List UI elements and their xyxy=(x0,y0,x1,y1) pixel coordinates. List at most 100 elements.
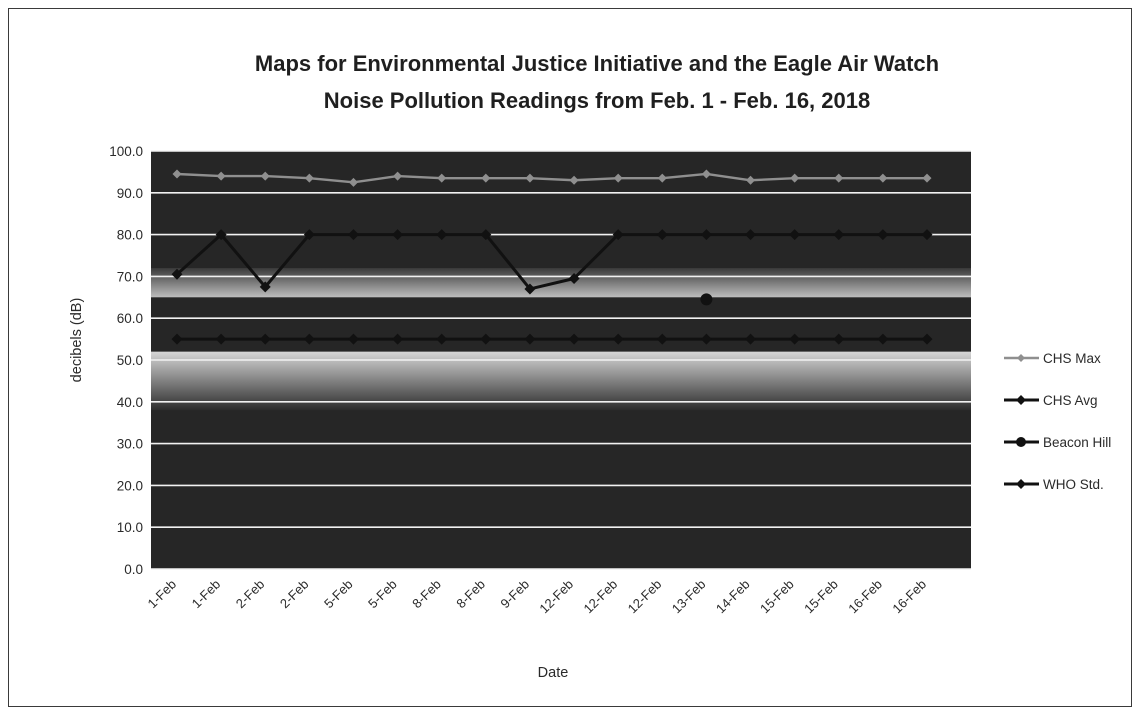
data-point xyxy=(481,173,491,183)
y-tick-label: 20.0 xyxy=(117,478,143,493)
data-point xyxy=(304,173,314,183)
y-tick-label: 70.0 xyxy=(117,269,143,284)
data-point xyxy=(215,333,227,345)
data-point xyxy=(171,268,183,280)
data-point xyxy=(922,173,932,183)
x-tick-label: 1-Feb xyxy=(144,577,179,612)
legend-label: WHO Std. xyxy=(1043,477,1104,492)
data-point xyxy=(701,169,711,179)
data-point xyxy=(789,229,801,241)
y-tick-label: 10.0 xyxy=(117,520,143,535)
y-tick-label: 30.0 xyxy=(117,437,143,452)
data-point xyxy=(700,333,712,345)
legend-item: WHO Std. xyxy=(1004,477,1104,492)
x-tick-label: 2-Feb xyxy=(277,577,312,612)
legend-swatch-marker xyxy=(1017,354,1025,362)
plot-band-lower xyxy=(151,351,971,411)
data-point xyxy=(259,281,271,293)
series-line-segment xyxy=(265,174,310,180)
chart-title-line: Maps for Environmental Justice Initiativ… xyxy=(255,51,939,76)
y-tick-label: 50.0 xyxy=(117,353,143,368)
x-tick-label: 12-Feb xyxy=(536,577,576,617)
x-tick-label: 12-Feb xyxy=(625,577,665,617)
data-point xyxy=(437,173,447,183)
data-point xyxy=(259,333,271,345)
data-point xyxy=(392,333,404,345)
data-point xyxy=(171,333,183,345)
data-point xyxy=(525,173,535,183)
legend-label: CHS Avg xyxy=(1043,393,1098,408)
series-line-segment xyxy=(706,172,751,182)
data-point xyxy=(568,333,580,345)
series-line-segment xyxy=(529,277,575,291)
data-point xyxy=(921,333,933,345)
x-tick-label: 15-Feb xyxy=(801,577,841,617)
data-point xyxy=(260,171,270,181)
data-point xyxy=(877,229,889,241)
series-line-segment xyxy=(574,176,619,182)
series-line-segment xyxy=(484,233,532,290)
data-point xyxy=(303,333,315,345)
data-point xyxy=(303,229,315,241)
y-tick-label: 80.0 xyxy=(117,228,143,243)
data-point xyxy=(834,173,844,183)
data-point xyxy=(347,229,359,241)
data-point xyxy=(436,229,448,241)
data-point xyxy=(656,333,668,345)
data-point xyxy=(480,229,492,241)
data-point xyxy=(612,229,624,241)
data-point xyxy=(215,229,227,241)
chart-title-line: Noise Pollution Readings from Feb. 1 - F… xyxy=(324,88,870,113)
data-point xyxy=(833,229,845,241)
legend-item: Beacon Hill xyxy=(1004,435,1111,450)
y-tick-label: 90.0 xyxy=(117,186,143,201)
series-beacon-hill xyxy=(700,293,713,306)
data-point xyxy=(789,333,801,345)
data-point xyxy=(656,229,668,241)
y-tick-label: 40.0 xyxy=(117,395,143,410)
x-tick-label: 16-Feb xyxy=(845,577,885,617)
x-tick-label: 9-Feb xyxy=(497,577,532,612)
x-tick-label: 5-Feb xyxy=(365,577,400,612)
data-point xyxy=(833,333,845,345)
legend-label: CHS Max xyxy=(1043,351,1101,366)
data-point xyxy=(790,173,800,183)
series-line-segment xyxy=(353,174,398,184)
x-tick-label: 8-Feb xyxy=(453,577,488,612)
data-point xyxy=(746,175,756,185)
data-point xyxy=(877,333,889,345)
data-point xyxy=(436,333,448,345)
y-tick-label: 0.0 xyxy=(124,562,143,577)
data-point xyxy=(657,173,667,183)
data-point xyxy=(745,333,757,345)
series-line-segment xyxy=(662,172,707,180)
legend-item: CHS Max xyxy=(1004,351,1101,366)
data-point xyxy=(612,333,624,345)
legend-swatch-marker xyxy=(1016,395,1026,405)
data-point xyxy=(172,169,182,179)
data-point xyxy=(480,333,492,345)
data-point xyxy=(700,293,713,306)
x-tick-label: 16-Feb xyxy=(889,577,929,617)
series-line-segment xyxy=(397,174,442,180)
data-point xyxy=(524,333,536,345)
data-point xyxy=(347,333,359,345)
chart-frame: Maps for Environmental Justice Initiativ… xyxy=(8,8,1132,707)
series-line-segment xyxy=(750,176,795,182)
legend-swatch-marker xyxy=(1016,437,1026,447)
x-tick-label: 15-Feb xyxy=(757,577,797,617)
data-point xyxy=(392,229,404,241)
data-point xyxy=(393,171,403,181)
data-point xyxy=(568,272,580,284)
series-chs-avg xyxy=(171,229,933,295)
y-tick-label: 100.0 xyxy=(109,144,143,159)
y-tick-label: 60.0 xyxy=(117,311,143,326)
y-axis-label: decibels (dB) xyxy=(69,298,85,383)
x-axis-label: Date xyxy=(538,665,569,681)
x-tick-label: 12-Feb xyxy=(581,577,621,617)
data-point xyxy=(216,171,226,181)
x-tick-label: 13-Feb xyxy=(669,577,709,617)
series-line-segment xyxy=(264,233,311,288)
legend-swatch-marker xyxy=(1016,479,1026,489)
series-line-segment xyxy=(176,172,222,178)
